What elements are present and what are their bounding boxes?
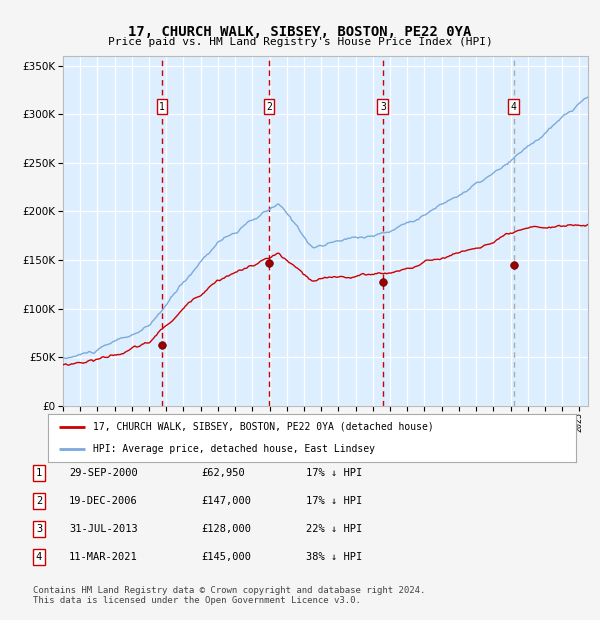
- Text: 17, CHURCH WALK, SIBSEY, BOSTON, PE22 0YA: 17, CHURCH WALK, SIBSEY, BOSTON, PE22 0Y…: [128, 25, 472, 39]
- Text: 1: 1: [159, 102, 165, 112]
- Text: 4: 4: [511, 102, 517, 112]
- Text: 29-SEP-2000: 29-SEP-2000: [69, 468, 138, 478]
- Text: 17, CHURCH WALK, SIBSEY, BOSTON, PE22 0YA (detached house): 17, CHURCH WALK, SIBSEY, BOSTON, PE22 0Y…: [93, 422, 434, 432]
- Text: 2: 2: [266, 102, 272, 112]
- Text: Price paid vs. HM Land Registry's House Price Index (HPI): Price paid vs. HM Land Registry's House …: [107, 37, 493, 47]
- Text: HPI: Average price, detached house, East Lindsey: HPI: Average price, detached house, East…: [93, 444, 375, 454]
- Text: 11-MAR-2021: 11-MAR-2021: [69, 552, 138, 562]
- Text: 2: 2: [36, 496, 42, 506]
- Text: £145,000: £145,000: [201, 552, 251, 562]
- Text: 38% ↓ HPI: 38% ↓ HPI: [306, 552, 362, 562]
- Text: 3: 3: [380, 102, 386, 112]
- Text: £62,950: £62,950: [201, 468, 245, 478]
- Text: 17% ↓ HPI: 17% ↓ HPI: [306, 468, 362, 478]
- Text: 19-DEC-2006: 19-DEC-2006: [69, 496, 138, 506]
- Text: 1: 1: [36, 468, 42, 478]
- Text: 17% ↓ HPI: 17% ↓ HPI: [306, 496, 362, 506]
- Text: 31-JUL-2013: 31-JUL-2013: [69, 524, 138, 534]
- Text: 3: 3: [36, 524, 42, 534]
- Text: Contains HM Land Registry data © Crown copyright and database right 2024.
This d: Contains HM Land Registry data © Crown c…: [33, 586, 425, 605]
- Text: £128,000: £128,000: [201, 524, 251, 534]
- Text: £147,000: £147,000: [201, 496, 251, 506]
- Text: 22% ↓ HPI: 22% ↓ HPI: [306, 524, 362, 534]
- Text: 4: 4: [36, 552, 42, 562]
